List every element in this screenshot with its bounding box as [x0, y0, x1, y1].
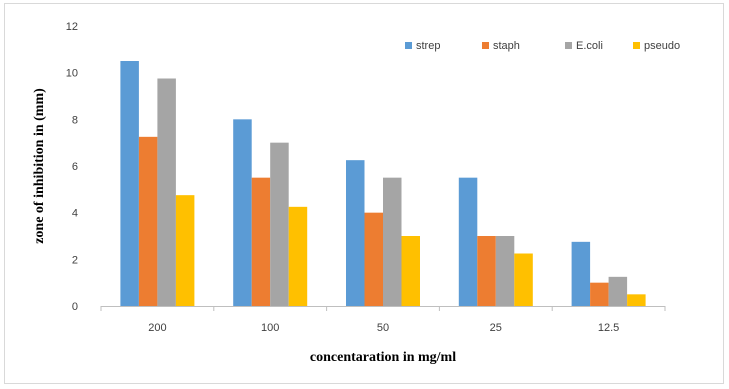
bar-staph — [138, 136, 158, 306]
bar-strep — [571, 241, 591, 306]
x-axis-ticks: 200 100 50 25 12.5 — [100, 306, 666, 334]
y-tick-label: 6 — [72, 161, 78, 173]
legend-label: E.coli — [576, 40, 603, 52]
bar-e-coli — [495, 236, 515, 306]
bar-e-coli — [608, 276, 628, 306]
legend-swatch — [482, 42, 489, 49]
x-tick-label: 100 — [261, 322, 279, 334]
y-tick-label: 10 — [66, 68, 78, 80]
legend-swatch — [565, 42, 572, 49]
legend-label: pseudo — [644, 40, 680, 52]
bar-pseudo — [627, 294, 646, 306]
x-tick-label: 12.5 — [598, 322, 619, 334]
y-axis-title: zone of inhibition in (mm) — [32, 88, 47, 244]
legend-label: strep — [416, 40, 440, 52]
legend-swatch — [633, 42, 640, 49]
legend-swatch — [405, 42, 412, 49]
bar-strep — [233, 119, 252, 306]
bar-pseudo — [514, 253, 533, 306]
bar-staph — [251, 177, 271, 306]
y-tick-label: 12 — [66, 21, 78, 33]
y-tick-label: 4 — [72, 208, 78, 220]
bar-pseudo — [175, 195, 195, 306]
bar-chart: 0 2 4 6 8 10 12 200 100 50 25 12.5 zone of inhibit… — [32, 21, 680, 365]
y-tick-label: 8 — [72, 114, 78, 126]
bar-series — [120, 61, 646, 306]
bar-e-coli — [157, 78, 176, 306]
legend-label: staph — [493, 40, 520, 52]
bar-pseudo — [288, 206, 308, 306]
bar-e-coli — [383, 177, 402, 306]
x-tick-label: 200 — [148, 322, 166, 334]
bar-strep — [120, 61, 139, 306]
legend: strep staph E.coli pseudo — [405, 40, 680, 52]
bar-e-coli — [270, 142, 289, 306]
bar-staph — [364, 212, 383, 306]
bar-pseudo — [401, 236, 420, 306]
y-tick-label: 2 — [72, 254, 78, 266]
bar-strep — [346, 160, 365, 306]
y-tick-label: 0 — [72, 301, 78, 313]
y-axis-ticks: 0 2 4 6 8 10 12 — [66, 21, 78, 313]
bar-strep — [458, 177, 478, 306]
chart-area: 0 2 4 6 8 10 12 200 100 50 25 12.5 zone of inhibit… — [4, 3, 724, 384]
bar-staph — [590, 282, 609, 306]
bar-staph — [477, 236, 496, 306]
x-axis-title: concentaration in mg/ml — [310, 350, 456, 365]
x-tick-label: 50 — [377, 322, 389, 334]
x-tick-label: 25 — [490, 322, 502, 334]
